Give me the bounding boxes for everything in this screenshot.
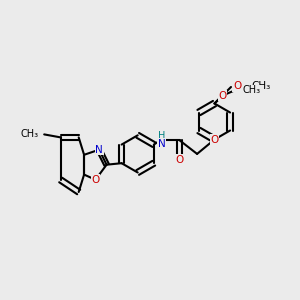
Text: O: O <box>233 81 242 91</box>
Text: CH₃: CH₃ <box>21 129 39 140</box>
Text: N: N <box>95 145 103 155</box>
Text: CH₃: CH₃ <box>242 85 260 95</box>
Text: O: O <box>210 134 219 145</box>
Text: O: O <box>176 155 184 165</box>
Text: N: N <box>158 139 166 149</box>
Text: O: O <box>233 80 242 91</box>
Text: O: O <box>92 175 100 185</box>
Text: O: O <box>218 91 226 101</box>
Text: H: H <box>158 130 165 141</box>
Text: CH₃: CH₃ <box>251 81 270 91</box>
